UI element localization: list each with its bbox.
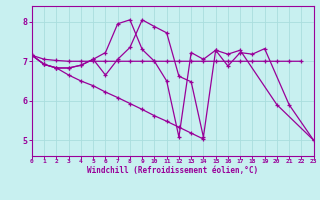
X-axis label: Windchill (Refroidissement éolien,°C): Windchill (Refroidissement éolien,°C) — [87, 166, 258, 175]
